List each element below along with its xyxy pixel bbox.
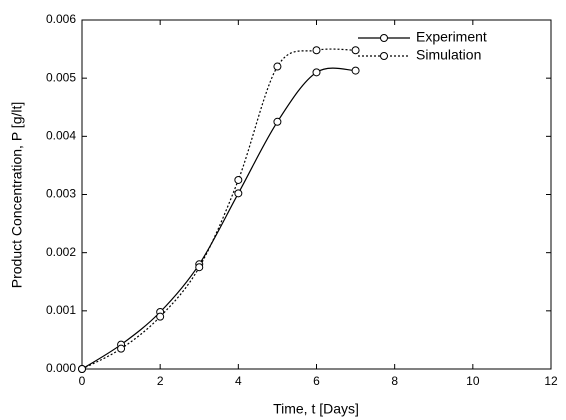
data-point xyxy=(78,365,86,373)
data-point xyxy=(351,46,360,55)
y-tick-label: 0.004 xyxy=(46,129,76,143)
x-tick-label: 0 xyxy=(79,374,86,388)
x-tick-label: 2 xyxy=(157,374,164,388)
data-point xyxy=(195,263,204,272)
legend-marker xyxy=(380,52,388,60)
legend-label: Experiment xyxy=(416,29,487,45)
x-axis-title: Time, t [Days] xyxy=(273,401,359,417)
y-tick-label: 0.002 xyxy=(46,245,76,259)
data-point xyxy=(234,189,243,198)
data-point xyxy=(117,344,126,353)
data-point xyxy=(273,117,282,126)
y-tick-label: 0.005 xyxy=(46,70,76,84)
y-axis-title: Product Concentration, P [g/lt] xyxy=(9,102,25,289)
y-tick-label: 0.001 xyxy=(46,303,76,317)
y-tick-label: 0.006 xyxy=(46,12,76,26)
series-line xyxy=(81,67,356,370)
y-tick-label: 0.003 xyxy=(46,187,76,201)
x-tick-label: 10 xyxy=(466,374,480,388)
data-point xyxy=(234,175,243,184)
legend-label: Simulation xyxy=(416,47,481,63)
y-tick-label: 0.000 xyxy=(46,361,76,375)
series-line xyxy=(81,48,356,370)
data-point xyxy=(351,66,360,75)
data-point xyxy=(273,62,282,71)
data-point xyxy=(156,312,165,321)
x-tick-label: 4 xyxy=(235,374,242,388)
legend-marker xyxy=(380,34,388,42)
x-tick-label: 6 xyxy=(313,374,320,388)
x-tick-label: 8 xyxy=(391,374,398,388)
x-tick-label: 12 xyxy=(544,374,558,388)
data-point xyxy=(312,68,321,77)
data-point xyxy=(312,46,321,55)
